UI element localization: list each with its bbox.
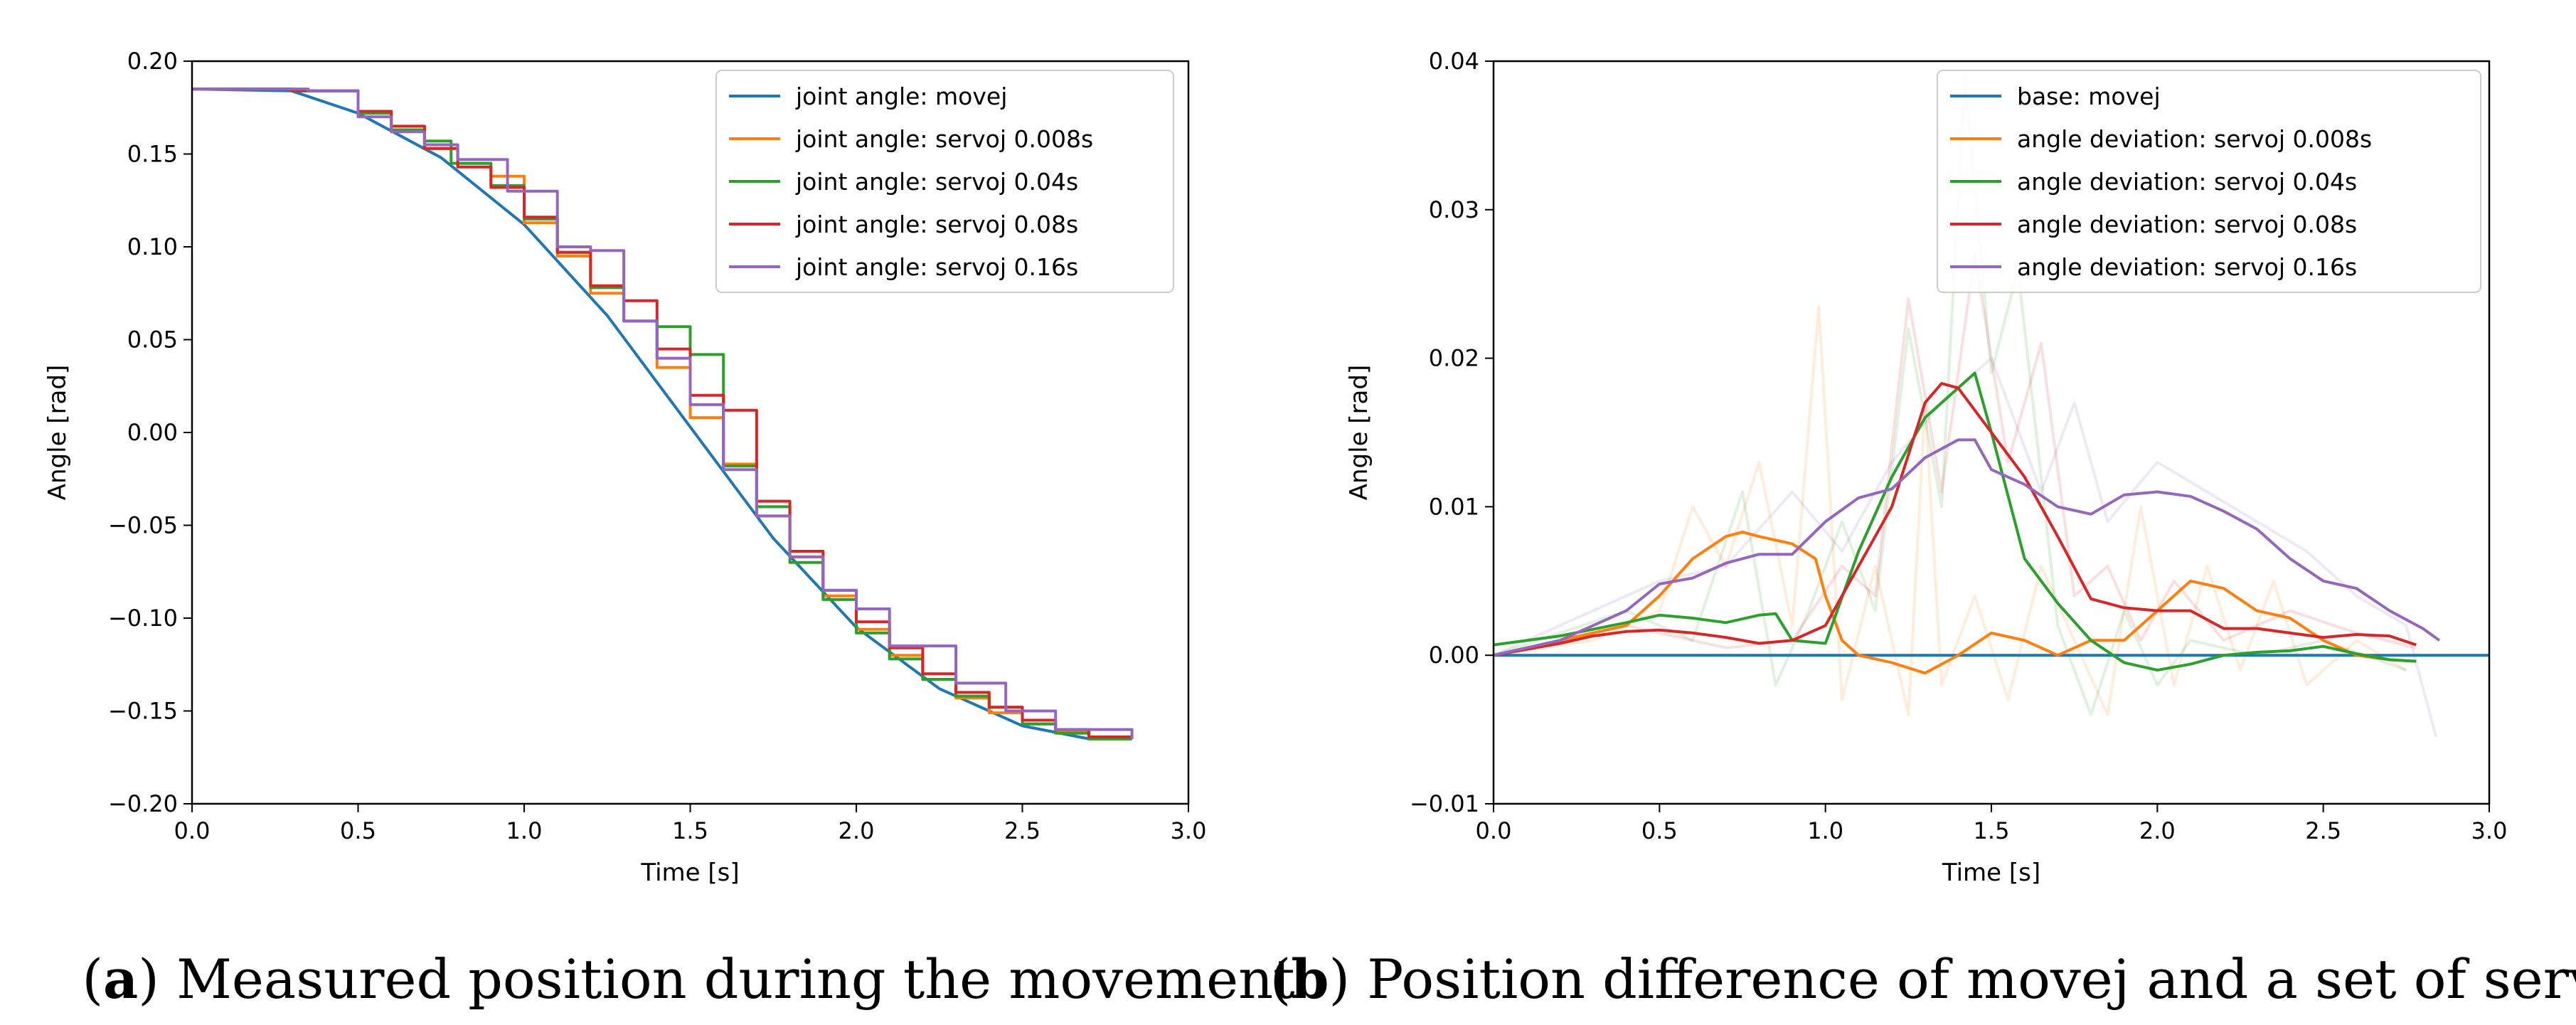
panel-a-caption-letter: a: [103, 947, 138, 1011]
panel-b-legend: base: movej angle deviation: servoj 0.008…: [1937, 70, 2481, 293]
panel-a-xtick-label: 3.0: [1171, 817, 1207, 844]
panel-a-legend-box: [715, 70, 1174, 293]
panel-a-legend-label: joint angle: movej: [795, 83, 1007, 110]
panel-a-xtick-label: 0.0: [174, 817, 211, 844]
panel-b-legend-label: base: movej: [2017, 83, 2161, 110]
panel-b-ticks: 0.0 0.5 1.0 1.5 2.0 2.5 3.0 −0.01 0.00 0.01 0.02 0.…: [1410, 48, 2508, 844]
panel-a-ytick-label: 0.20: [127, 48, 178, 75]
panel-b-xtick-label: 1.5: [1974, 817, 2010, 844]
panel-a-xtick-label: 1.5: [672, 817, 708, 844]
panel-b-caption-open: (: [1270, 947, 1292, 1011]
panel-b-ytick-label: 0.04: [1429, 48, 1479, 75]
panel-a-series-line-4: [192, 87, 1134, 739]
panel-a-series-line-2: [192, 87, 1132, 740]
panel-b-series-line-2: [1494, 371, 2417, 672]
panel-b-ytick-label: 0.01: [1429, 493, 1479, 520]
panel-b-xtick-label: 3.0: [2471, 817, 2508, 844]
panel-a-ytick-label: −0.15: [108, 698, 178, 725]
panel-a-legend-label: joint angle: servoj 0.04s: [795, 168, 1078, 196]
panel-b-series-line-3: [1494, 382, 2417, 657]
panel-b-ylabel: Angle [rad]: [1345, 365, 1373, 501]
panel-b-ytick-label: 0.02: [1429, 345, 1479, 372]
panel-b-xtick-label: 2.0: [2139, 817, 2176, 844]
panel-b-series-line-5: [1494, 304, 2407, 716]
panel-b-caption: (b) Position difference of movej and a s…: [1270, 947, 2576, 1011]
panel-a-caption-text: Measured position during the movement: [176, 947, 1294, 1011]
panel-a-legend-label: joint angle: servoj 0.08s: [795, 211, 1078, 238]
panel-b-legend-label: angle deviation: servoj 0.008s: [2017, 125, 2372, 153]
panel-b-legend-label: angle deviation: servoj 0.08s: [2017, 211, 2357, 238]
panel-a-xlabel: Time [s]: [640, 859, 739, 887]
panel-b-xtick-label: 1.0: [1807, 817, 1843, 844]
panel-b-ytick-label: 0.03: [1429, 196, 1479, 223]
panel-b-caption-letter: b: [1291, 947, 1329, 1011]
panel-a-ytick-label: 0.10: [127, 233, 178, 260]
panel-a-caption-close: ): [138, 947, 176, 1011]
panel-a-ylabel: Angle [rad]: [43, 365, 72, 501]
panel-a-caption-open: (: [82, 947, 103, 1011]
panel-a: 0.0 0.5 1.0 1.5 2.0 2.5 3.0 −0.20 −0.15 −0.10 −0.0…: [43, 48, 1295, 1011]
panel-a-xtick-label: 0.5: [340, 817, 376, 844]
panel-b-xtick-label: 0.5: [1641, 817, 1678, 844]
panel-b-caption-close: ): [1329, 947, 1367, 1011]
panel-a-series-layer: [192, 87, 1134, 740]
panel-b: 0.0 0.5 1.0 1.5 2.0 2.5 3.0 −0.01 0.00 0.01 0.02 0.…: [1270, 48, 2576, 1011]
panel-b-ytick-label: −0.01: [1410, 790, 1479, 817]
panel-a-ytick-label: −0.20: [108, 790, 178, 817]
panel-a-xtick-label: 2.0: [839, 817, 875, 844]
panel-b-xlabel: Time [s]: [1942, 859, 2040, 887]
panel-a-ytick-label: −0.10: [108, 605, 178, 632]
panel-b-xtick-label: 0.0: [1476, 817, 1512, 844]
panel-a-ticks: 0.0 0.5 1.0 1.5 2.0 2.5 3.0 −0.20 −0.15 −0.10 −0.0…: [108, 48, 1207, 844]
panel-b-legend-label: angle deviation: servoj 0.16s: [2017, 253, 2357, 281]
panel-b-legend-label: angle deviation: servoj 0.04s: [2017, 168, 2357, 196]
panel-b-ytick-label: 0.00: [1429, 642, 1479, 669]
panel-b-legend-box: [1937, 70, 2481, 293]
panel-a-ytick-label: 0.05: [127, 326, 178, 354]
panel-a-ytick-label: 0.00: [127, 419, 178, 446]
panel-a-ytick-label: −0.05: [108, 512, 178, 539]
panel-b-xtick-label: 2.5: [2305, 817, 2341, 844]
panel-a-xtick-label: 1.0: [506, 817, 543, 844]
panel-a-caption: (a) Measured position during the movemen…: [82, 947, 1294, 1011]
panel-b-series-line-1: [1494, 530, 2417, 675]
panel-a-xtick-label: 2.5: [1004, 817, 1040, 844]
panel-b-series-line-4: [1494, 438, 2441, 657]
panel-a-legend-label: joint angle: servoj 0.008s: [795, 125, 1093, 153]
panel-a-legend-label: joint angle: servoj 0.16s: [795, 253, 1078, 281]
panel-a-ytick-label: 0.15: [127, 141, 178, 168]
panel-b-caption-text: Position difference of movej and a set o…: [1367, 947, 2576, 1011]
panel-b-series-line-8: [1494, 356, 2438, 738]
panel-a-legend: joint angle: movej joint angle: servoj 0.…: [715, 70, 1174, 293]
panel-a-series-line-3: [192, 87, 1134, 739]
